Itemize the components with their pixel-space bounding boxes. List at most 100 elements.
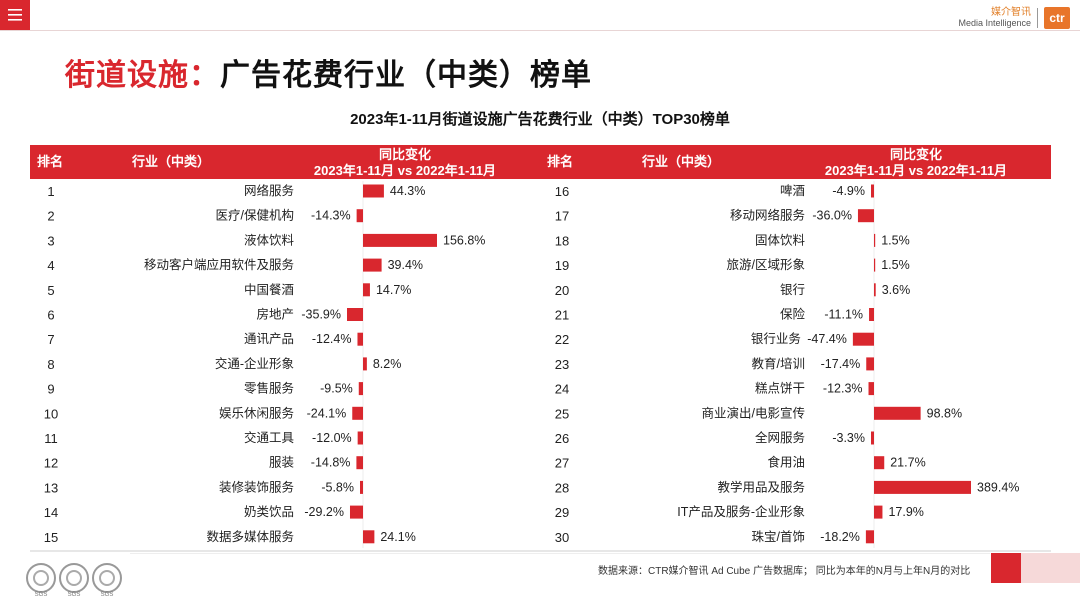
bar <box>360 480 363 494</box>
table-row: 20 3.6% 银行 <box>555 283 910 298</box>
industry-name: 教学用品及服务 <box>717 479 805 494</box>
table-row: 27 21.7% 食用油 <box>555 455 926 471</box>
industry-name: 服装 <box>269 456 294 470</box>
value-label: -11.1% <box>824 308 863 322</box>
industry-name: 网络服务 <box>244 183 294 198</box>
value-label: 389.4% <box>977 480 1019 494</box>
page-title: 街道设施：广告花费行业（中类）榜单 <box>65 50 592 94</box>
sgs-badge-icon: SGS <box>26 563 56 598</box>
menu-button[interactable] <box>0 0 30 30</box>
bar <box>874 283 876 297</box>
industry-name: 珠宝/首饰 <box>752 530 805 544</box>
industry-name: 教育/培训 <box>752 356 805 371</box>
rank-cell: 2 <box>47 209 54 224</box>
value-label: -12.0% <box>312 431 352 445</box>
table-row: 30 -18.2% 珠宝/首饰 <box>555 530 874 545</box>
rank-cell: 25 <box>555 406 569 421</box>
table-row: 23 -17.4% 教育/培训 <box>555 356 874 372</box>
value-label: -9.5% <box>320 382 353 396</box>
industry-name: 医疗/保健机构 <box>216 208 294 223</box>
data-source-note: 数据来源：CTR媒介智讯 Ad Cube 广告数据库； 同比为本年的N月与上年N… <box>598 566 971 577</box>
bar <box>349 505 363 519</box>
bar <box>358 382 363 396</box>
industry-name: 银行 <box>780 283 805 297</box>
rank-cell: 10 <box>44 406 58 421</box>
bar <box>356 209 363 223</box>
table-row: 19 1.5% 旅游/区域形象 <box>555 258 910 273</box>
table-row: 10 -24.1% 娱乐休闲服务 <box>44 405 363 421</box>
value-label: -12.3% <box>823 382 863 396</box>
bar <box>357 332 363 346</box>
bar <box>865 530 874 544</box>
rank-cell: 14 <box>44 505 58 520</box>
rank-cell: 12 <box>44 456 58 471</box>
rank-cell: 4 <box>47 258 54 273</box>
industry-name: 零售服务 <box>244 381 294 396</box>
industry-name: 中国餐酒 <box>244 282 294 297</box>
sgs-badge-icon: SGS <box>92 563 122 598</box>
brand-logo-area: 媒介智讯 Media Intelligence ctr <box>958 6 1070 30</box>
industry-name: 通讯产品 <box>244 332 294 346</box>
table-row: 29 17.9% IT产品及服务-企业形象 <box>555 504 924 520</box>
industry-name: 数据多媒体服务 <box>206 529 294 544</box>
table-row: 11 -12.0% 交通工具 <box>44 430 363 446</box>
table-row: 4 39.4% 移动客户端应用软件及服务 <box>47 257 423 273</box>
bar <box>874 480 971 494</box>
industry-name: 娱乐休闲服务 <box>219 405 294 420</box>
header-industry: 行业（中类） <box>641 154 720 169</box>
rank-cell: 6 <box>47 308 54 323</box>
table-header-left: 排名 行业（中类） 同比变化 2023年1-11月 vs 2022年1-11月 <box>37 147 496 178</box>
rank-cell: 30 <box>555 530 569 545</box>
value-label: -29.2% <box>304 505 344 519</box>
bar <box>857 209 874 223</box>
sgs-badge-icon: SGS <box>59 563 89 598</box>
table-row: 14 -29.2% 奶类饮品 <box>44 505 363 520</box>
table-row: 5 14.7% 中国餐酒 <box>47 282 411 298</box>
table-row: 3 156.8% 液体饮料 <box>47 232 485 248</box>
value-label: 8.2% <box>373 357 402 371</box>
bar <box>363 283 370 297</box>
rank-cell: 11 <box>44 431 58 446</box>
value-label: 156.8% <box>443 233 485 247</box>
bar <box>852 332 874 346</box>
rank-cell: 23 <box>555 357 569 372</box>
table-row: 17 -36.0% 移动网络服务 <box>555 208 874 224</box>
rank-cell: 5 <box>47 283 54 298</box>
value-label: -4.9% <box>832 184 865 198</box>
chart-title: 2023年1-11月街道设施广告花费行业（中类）TOP30榜单 <box>350 111 730 128</box>
value-label: 1.5% <box>881 258 910 272</box>
value-label: -12.4% <box>312 332 352 346</box>
header-rank: 排名 <box>37 154 63 169</box>
table-row: 25 98.8% 商业演出/电影宣传 <box>555 405 962 421</box>
bar <box>874 505 883 519</box>
bar <box>874 406 921 420</box>
bar <box>352 406 363 420</box>
rank-cell: 29 <box>555 505 569 520</box>
table-row: 13 -5.8% 装修装饰服务 <box>44 479 363 495</box>
bar <box>347 308 363 321</box>
bar <box>869 308 874 321</box>
value-label: 14.7% <box>376 283 411 297</box>
rank-cell: 24 <box>555 382 569 397</box>
rank-cell: 22 <box>555 332 569 347</box>
value-label: -5.8% <box>321 480 354 494</box>
value-label: 3.6% <box>882 283 911 297</box>
rank-cell: 7 <box>47 332 54 347</box>
industry-name: 啤酒 <box>780 183 805 198</box>
hamburger-icon <box>8 9 22 21</box>
header-change-subtitle: 2023年1-11月 vs 2022年1-11月 <box>314 163 496 178</box>
page-title-rest: 广告花费行业（中类）榜单 <box>220 59 592 92</box>
value-label: -47.4% <box>807 332 847 346</box>
bar <box>363 184 384 198</box>
footer-accent-block <box>991 553 1021 583</box>
rank-cell: 18 <box>555 233 569 248</box>
table-row: 28 389.4% 教学用品及服务 <box>555 479 1020 495</box>
value-label: 1.5% <box>881 233 910 247</box>
table-row: 22 -47.4% 银行业务 <box>555 331 874 347</box>
industry-name: 房地产 <box>256 307 294 322</box>
table-row: 9 -9.5% 零售服务 <box>47 381 363 397</box>
rank-cell: 16 <box>555 184 569 199</box>
industry-name: 商业演出/电影宣传 <box>702 405 805 420</box>
table-row: 1 44.3% 网络服务 <box>47 183 425 199</box>
